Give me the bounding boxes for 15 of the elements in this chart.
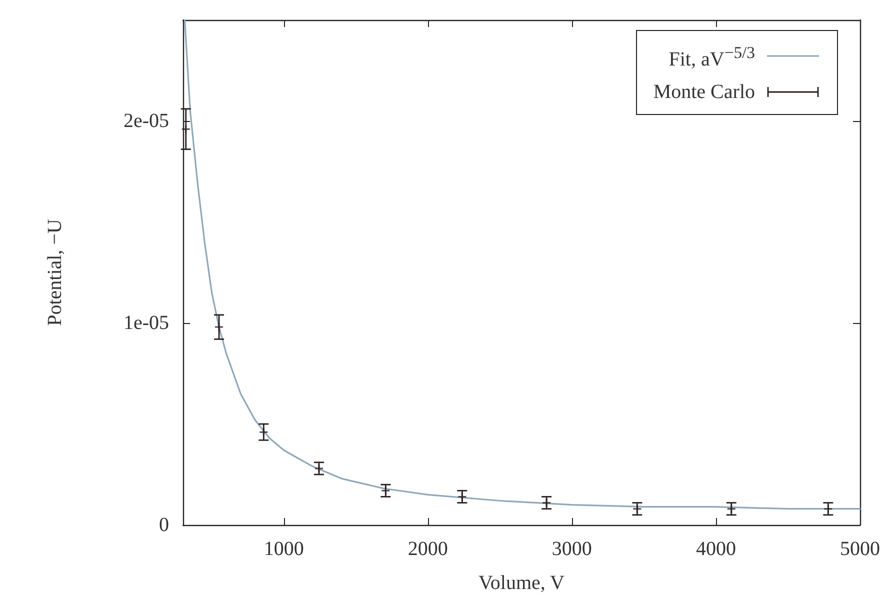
legend-label: Monte Carlo: [653, 80, 755, 105]
x-tick-label: 1000: [264, 538, 304, 560]
x-axis-title: Volume, V: [478, 572, 566, 594]
y-tick-label: 0: [159, 514, 169, 536]
point: [258, 427, 268, 437]
y-tick-label: 1e-05: [123, 312, 169, 334]
legend-label: Fit, aV$^{−5/3}$: [668, 42, 755, 73]
point: [181, 124, 191, 134]
x-tick-label: 4000: [696, 538, 736, 560]
x-tick-label: 3000: [552, 538, 592, 560]
y-tick-label: 2e-05: [123, 110, 169, 132]
x-tick-label: 5000: [840, 538, 880, 560]
y-axis-title: Potential, −U: [44, 218, 66, 326]
point: [214, 322, 224, 332]
x-tick-label: 2000: [408, 538, 448, 560]
